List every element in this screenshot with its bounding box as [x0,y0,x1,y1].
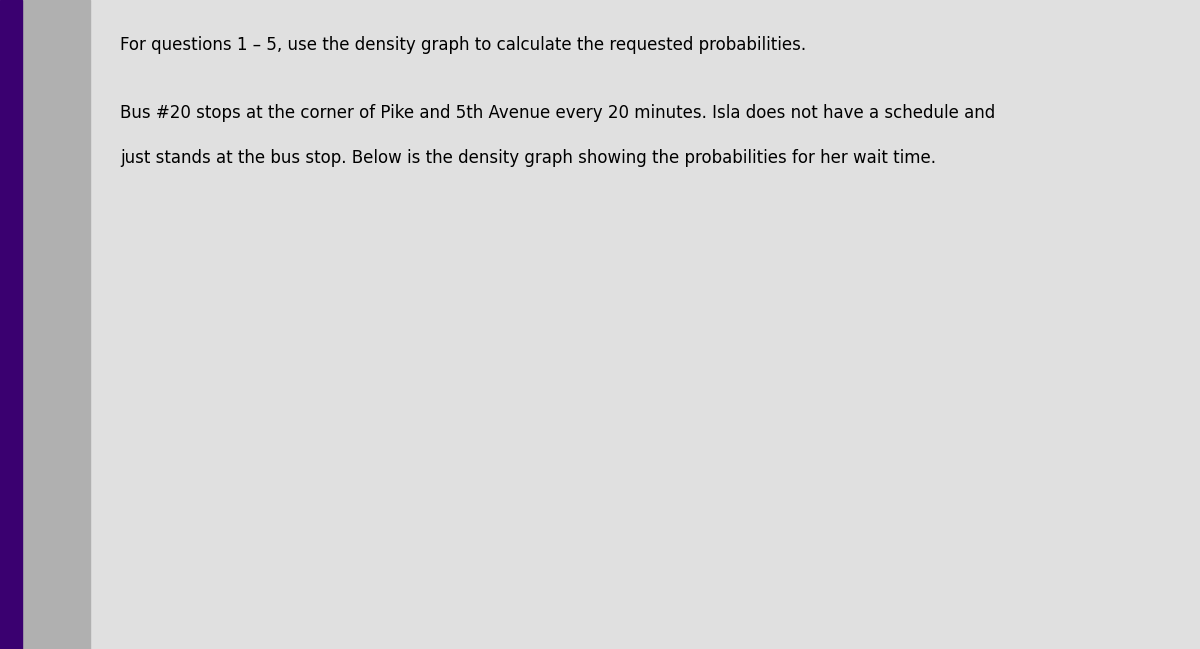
Title: Wait Times: Wait Times [370,225,482,243]
Text: Bus #20 stops at the corner of Pike and 5th Avenue every 20 minutes. Isla does n: Bus #20 stops at the corner of Pike and … [120,104,995,122]
Text: just stands at the bus stop. Below is the density graph showing the probabilitie: just stands at the bus stop. Below is th… [120,149,936,167]
Text: For questions 1 – 5, use the density graph to calculate the requested probabilit: For questions 1 – 5, use the density gra… [120,36,806,54]
